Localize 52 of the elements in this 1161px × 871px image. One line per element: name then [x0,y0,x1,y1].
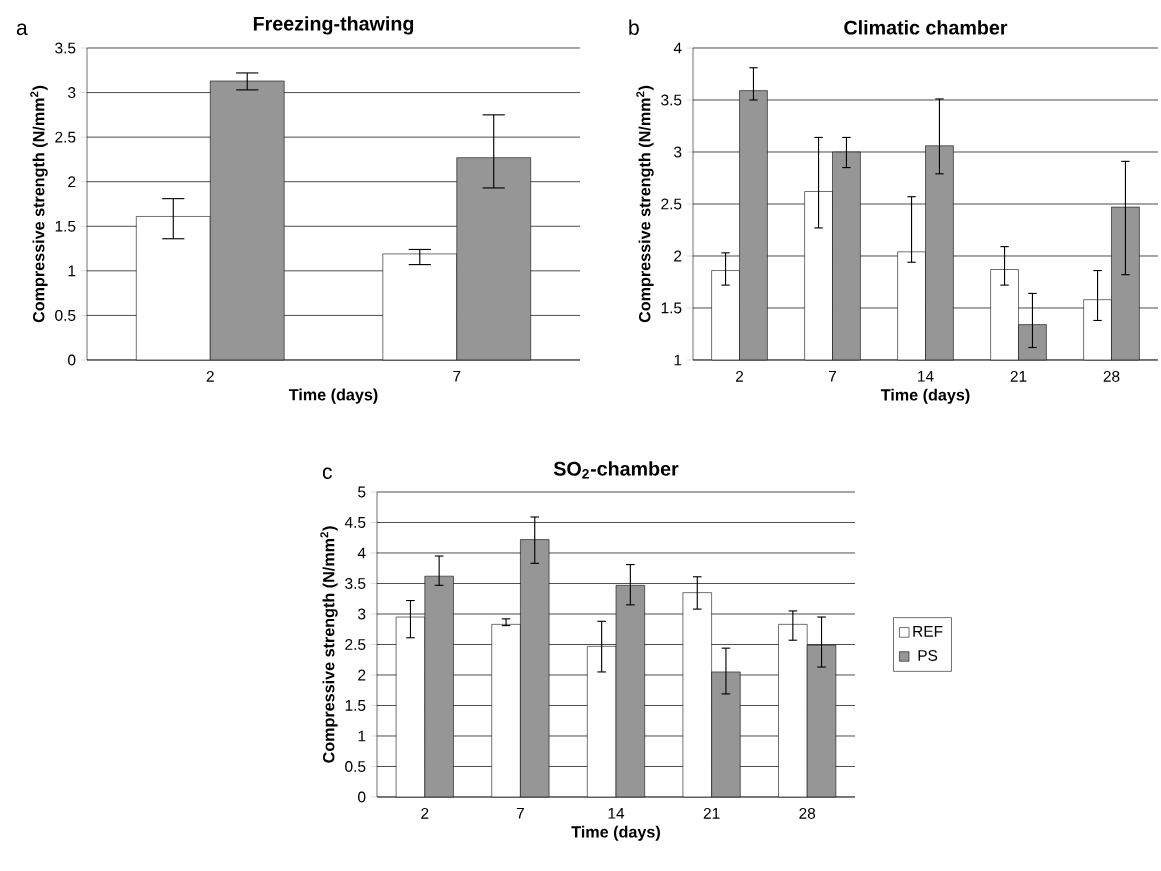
y-tick-label: 2.5 [661,198,682,210]
y-axis-title: Compressive strength (N/mm$^{2}$) [320,526,338,763]
x-axis-title: Time (days) [571,825,660,841]
y-tick-label: 4 [357,547,366,559]
y-tick-label: 0.5 [345,761,366,772]
y-tick-label: 2 [358,669,366,681]
y-tick-label: 1.5 [661,302,682,314]
text: b [629,19,639,36]
y-tick-label: 3 [68,87,76,99]
y-axis-title: Compressive strength (N/mm$^{2}$) [636,85,654,323]
x-tick-label: 7 [828,370,837,382]
y-tick-label: 3.5 [55,42,76,54]
chart-title: Freezing-thawing [253,16,414,35]
x-tick-label: 14 [918,370,934,382]
y-tick-label: 4 [673,42,682,54]
text: c [322,467,332,480]
y-tick-label: 2 [68,176,76,188]
text: a [16,23,28,36]
x-tick-label: 21 [703,807,720,819]
chart-title: Climatic chamber [844,20,1008,35]
y-tick-label: 5 [358,486,366,498]
x-tick-label: 14 [608,807,625,819]
y-tick-label: 0 [68,354,76,366]
y-tick-label: 3 [674,146,682,158]
chart-title: SO$_{2}$-chamber [553,461,679,479]
x-tick-label: 2 [735,370,744,382]
x-tick-label: 21 [1010,370,1027,382]
y-tick-label: 0 [358,791,366,803]
x-axis-title: Time (days) [880,388,970,404]
y-tick-label: 3.5 [345,578,366,589]
x-tick-label: 28 [799,807,816,819]
y-tick-label: 1 [358,730,366,742]
y-tick-label: 2.5 [345,639,366,650]
legend-label: REF [913,626,943,637]
y-tick-label: 3.5 [661,94,682,106]
x-tick-label: 28 [1103,370,1120,382]
y-tick-label: 1.5 [55,220,76,232]
x-axis-title: Time (days) [288,388,378,404]
y-tick-label: 1 [674,354,682,366]
x-tick-label: 2 [206,370,214,382]
y-tick-label: 1.5 [345,700,366,711]
y-tick-label: 2.5 [55,131,76,143]
x-tick-label: 7 [516,807,524,819]
y-tick-label: 3 [358,608,366,620]
y-tick-label: 2 [674,250,682,262]
y-tick-label: 0.5 [55,309,76,321]
y-tick-label: 1 [68,265,76,277]
x-tick-label: 2 [421,807,429,819]
legend-label: PS [918,650,938,661]
y-tick-label: 4.5 [344,517,366,528]
y-axis-title: Compressive strength (N/mm$^{2}$) [30,85,48,323]
x-tick-label: 7 [453,370,461,382]
